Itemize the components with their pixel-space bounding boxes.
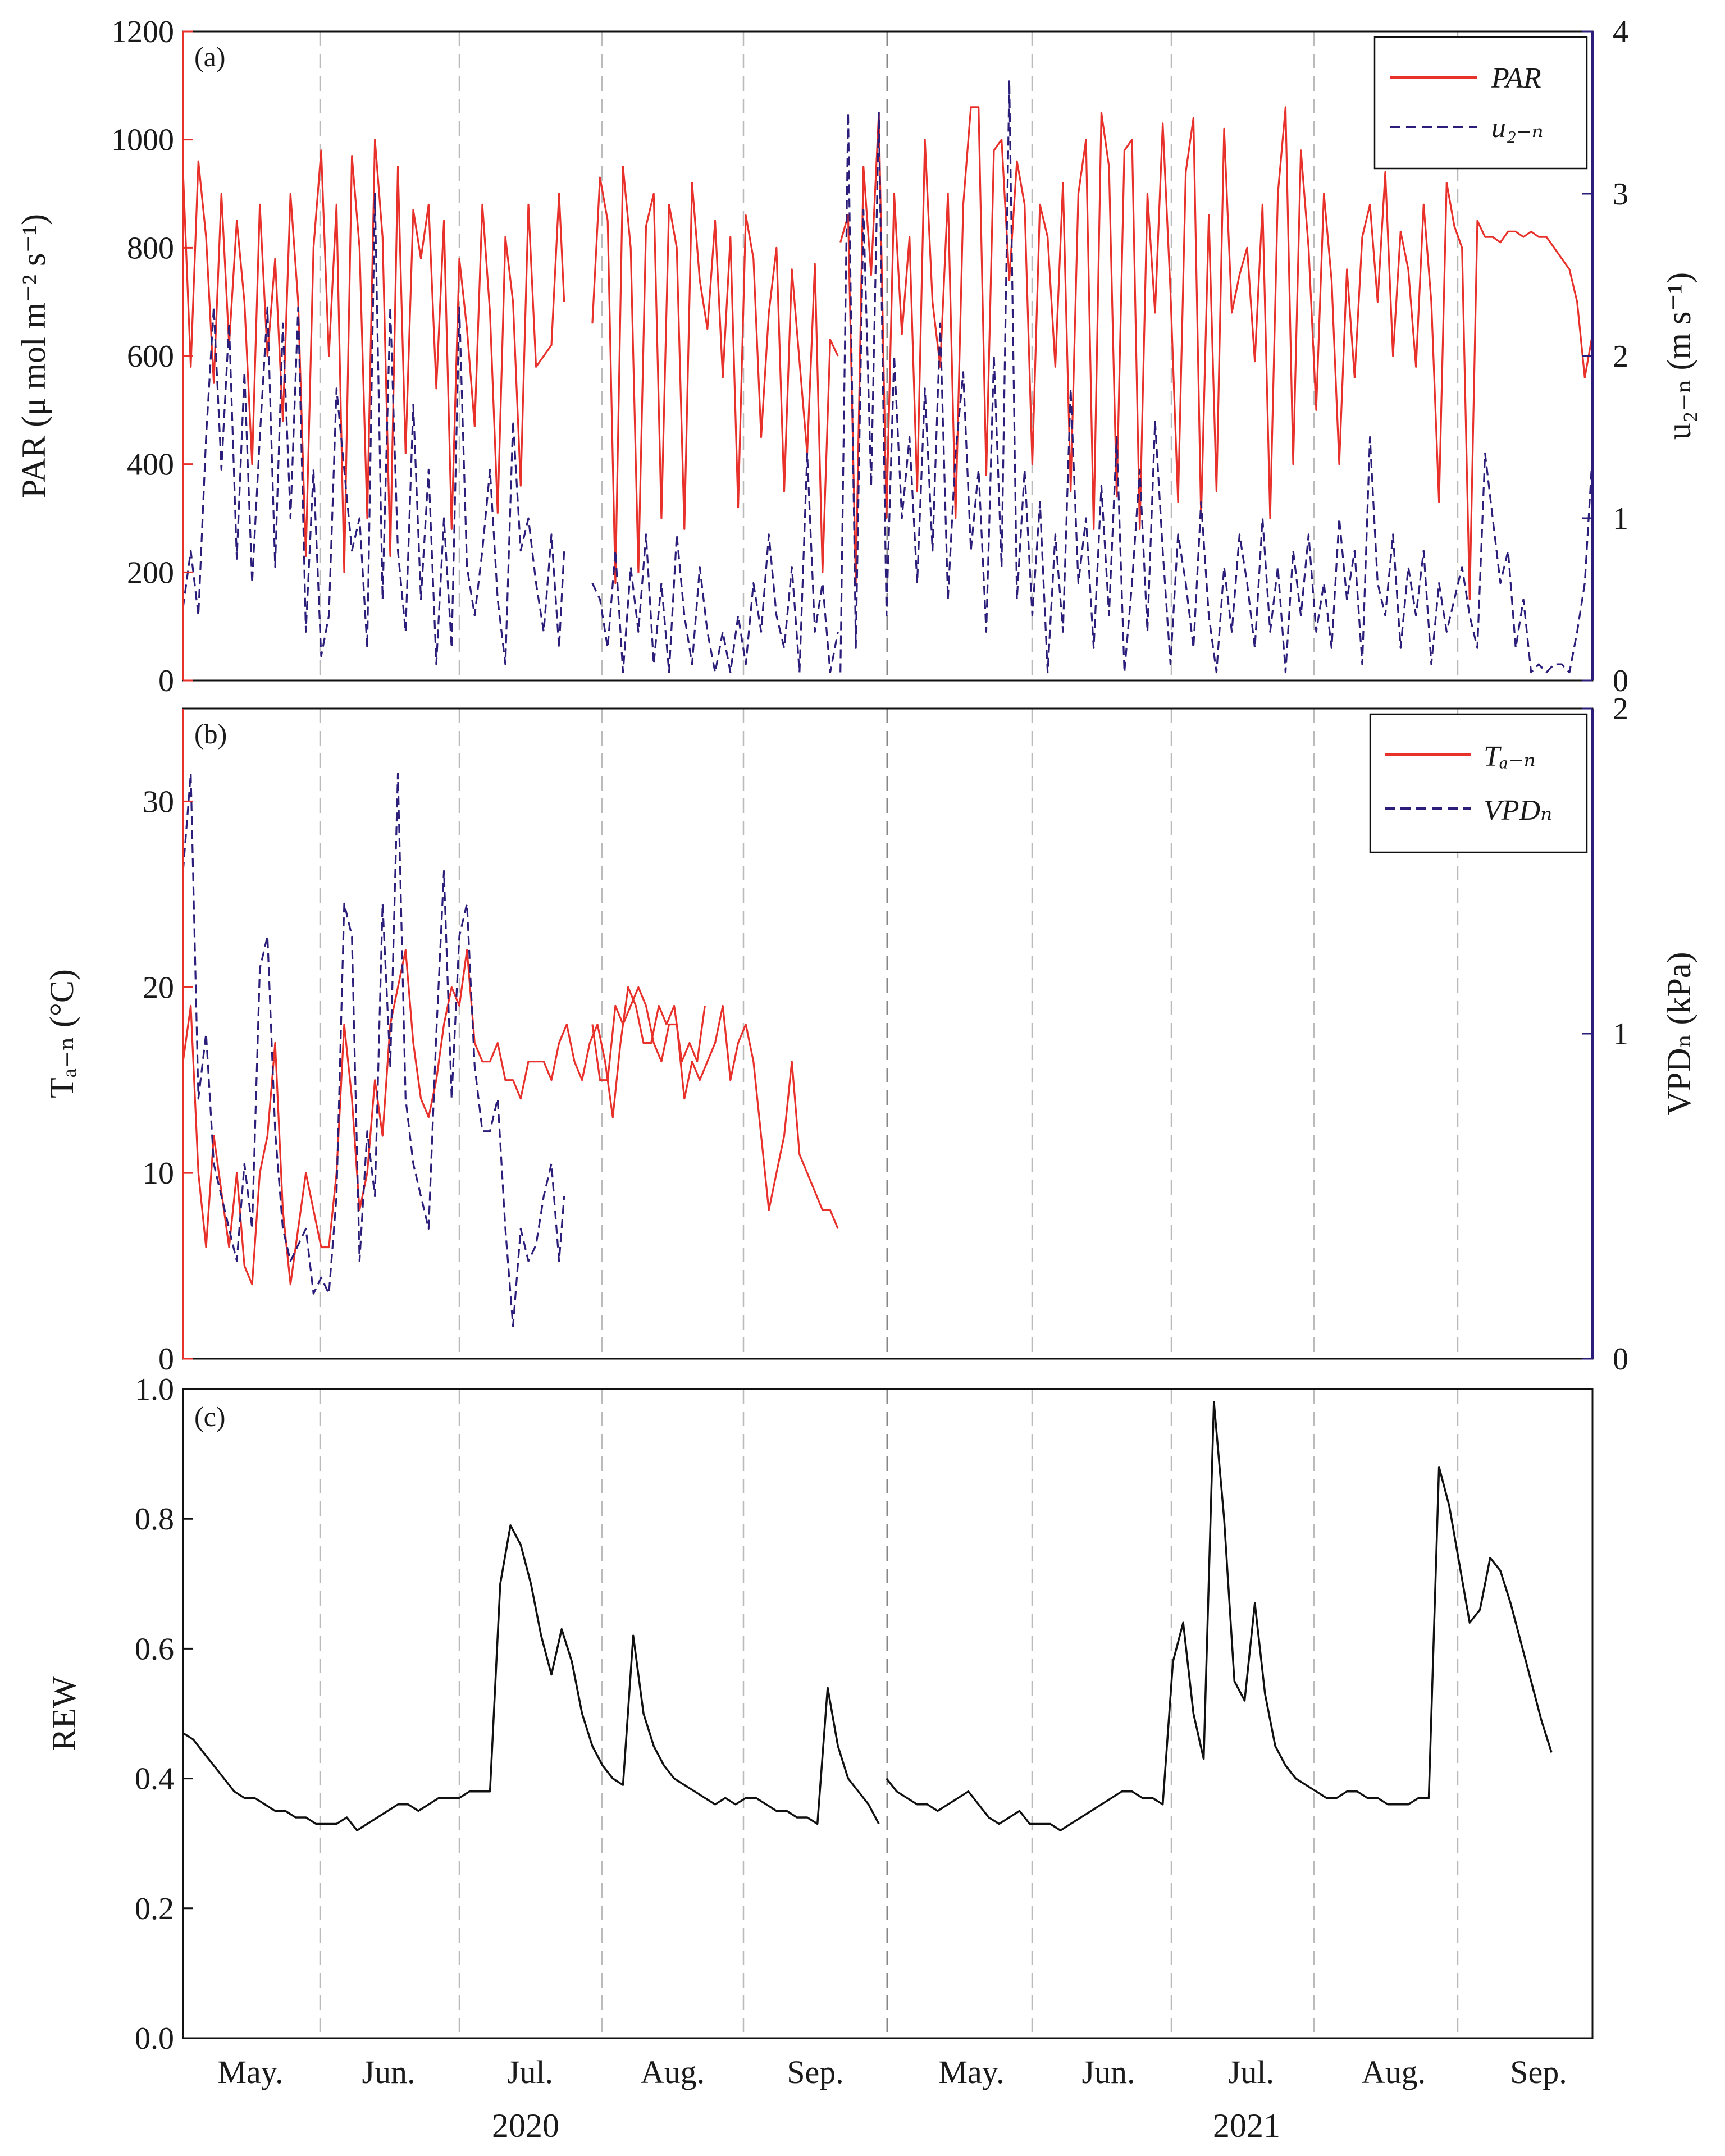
- panel-c-left-ticks: 0.0 0.2 0.4 0.6 0.8 1.0: [135, 1372, 193, 2056]
- series-line-u2n-segment: [591, 452, 839, 674]
- panel-a-left-axis-title: PAR (μ mol m⁻² s⁻¹): [15, 214, 52, 498]
- left-tick-label: 0.0: [135, 2021, 174, 2056]
- panel-a-legend-u2n-label: u₂₋ₙ: [1491, 112, 1544, 144]
- left-tick-label: 20: [143, 970, 174, 1005]
- panel-b-series-ta: [182, 949, 839, 1286]
- panel-b-legend-ta-label: Tₐ₋ₙ: [1484, 741, 1536, 773]
- panel-b-legend-box: [1369, 713, 1588, 853]
- panel-a: 0 200 400 600 800 1000 1200 0 1 2 3 4 (a) PAR (μ m…: [15, 15, 1697, 698]
- series-line-u2n-segment: [182, 193, 565, 665]
- right-tick-label: 1: [1613, 1017, 1628, 1052]
- x-month-label: Aug.: [641, 2054, 705, 2090]
- year-label-2020: 2020: [492, 2107, 559, 2144]
- panel-a-right-ticks: 0 1 2 3 4: [1582, 15, 1628, 698]
- left-tick-label: 400: [127, 447, 174, 482]
- series-line-ta-segment: [591, 986, 839, 1230]
- right-tick-label: 3: [1613, 177, 1628, 212]
- series-line-u2n-segment: [839, 79, 1594, 674]
- left-tick-label: 600: [127, 339, 174, 374]
- panel-a-left-ticks: 0 200 400 600 800 1000 1200: [111, 15, 193, 698]
- panel-c: 0.0 0.2 0.4 0.6 0.8 1.0 (c) REW May. Jun. Jul. A…: [45, 1372, 1594, 2144]
- year-label-2021: 2021: [1213, 2107, 1280, 2144]
- left-tick-label: 1000: [111, 123, 174, 158]
- x-month-label: Aug.: [1362, 2054, 1426, 2090]
- panel-b-month-gridlines: [319, 709, 1459, 1359]
- panel-b-left-ticks: 0 10 20 30: [143, 784, 193, 1377]
- panel-b-right-axis-title: VPDₙ (kPa): [1660, 952, 1697, 1116]
- series-line-par-segment: [839, 106, 1594, 601]
- panel-b-right-ticks: 0 1 2: [1582, 692, 1628, 1377]
- right-tick-label: 0: [1613, 1342, 1628, 1377]
- right-tick-label: 4: [1613, 15, 1628, 49]
- panel-b-legend-vpd-label: VPDₙ: [1484, 794, 1552, 826]
- series-line-par-segment: [182, 139, 565, 573]
- right-tick-label: 2: [1613, 692, 1628, 727]
- panel-c-series-rew: [182, 1401, 1553, 1831]
- x-month-label: May.: [217, 2054, 283, 2090]
- panel-c-frame: [182, 1388, 1594, 2039]
- panel-a-legend: PAR u₂₋ₙ: [1373, 36, 1588, 170]
- series-line-par-segment: [591, 166, 839, 584]
- panel-a-legend-par-label: PAR: [1491, 62, 1541, 94]
- x-month-label: Jun.: [1081, 2054, 1135, 2090]
- left-tick-label: 0.2: [135, 1892, 174, 1926]
- panel-a-series-u2n: [182, 79, 1594, 674]
- right-tick-label: 1: [1613, 501, 1628, 536]
- x-axis-month-labels: May. Jun. Jul. Aug. Sep. May. Jun. Jul. Aug. Sep.: [217, 2054, 1567, 2090]
- series-line-vpd-segment: [182, 773, 565, 1327]
- x-month-label: Jul.: [507, 2054, 553, 2090]
- x-month-label: Sep.: [1510, 2054, 1567, 2090]
- series-line-rew-segment: [182, 1524, 880, 1831]
- left-tick-label: 10: [143, 1156, 174, 1191]
- panel-a-tag: (a): [194, 41, 226, 72]
- left-tick-label: 1.0: [135, 1372, 174, 1407]
- left-tick-label: 1200: [111, 15, 174, 49]
- panel-b-series-vpd: [182, 773, 565, 1327]
- right-tick-label: 2: [1613, 339, 1628, 374]
- panel-a-legend-box: [1373, 36, 1588, 170]
- panel-a-right-axis-title: u₂₋ₙ (m s⁻¹): [1660, 272, 1697, 440]
- x-month-label: May.: [938, 2054, 1004, 2090]
- panel-c-month-gridlines: [319, 1389, 1459, 2038]
- panel-b-left-axis-title: Tₐ₋ₙ (°C): [43, 969, 80, 1098]
- left-tick-label: 0.4: [135, 1762, 174, 1797]
- x-month-label: Jun.: [362, 2054, 415, 2090]
- panel-b-tag: (b): [194, 718, 227, 750]
- left-tick-label: 0.6: [135, 1632, 174, 1666]
- series-line-ta-segment: [182, 949, 706, 1286]
- left-tick-label: 200: [127, 555, 174, 590]
- left-tick-label: 0: [158, 664, 174, 698]
- left-tick-label: 0: [158, 1342, 174, 1377]
- x-month-label: Sep.: [787, 2054, 844, 2090]
- panel-b-legend: Tₐ₋ₙ VPDₙ: [1369, 713, 1588, 853]
- x-month-label: Jul.: [1228, 2054, 1274, 2090]
- left-tick-label: 0.8: [135, 1502, 174, 1537]
- left-tick-label: 30: [143, 784, 174, 819]
- panel-c-tag: (c): [194, 1401, 226, 1432]
- panel-a-series-par: [182, 106, 1594, 601]
- series-line-rew-segment: [886, 1401, 1553, 1831]
- panel-c-left-axis-title: REW: [45, 1676, 83, 1751]
- left-tick-label: 800: [127, 231, 174, 266]
- right-tick-label: 0: [1613, 664, 1628, 698]
- panel-b: 0 10 20 30 0 1 2 (b) Tₐ₋ₙ (°C) VPDₙ (kPa) Tₐ₋…: [43, 692, 1697, 1377]
